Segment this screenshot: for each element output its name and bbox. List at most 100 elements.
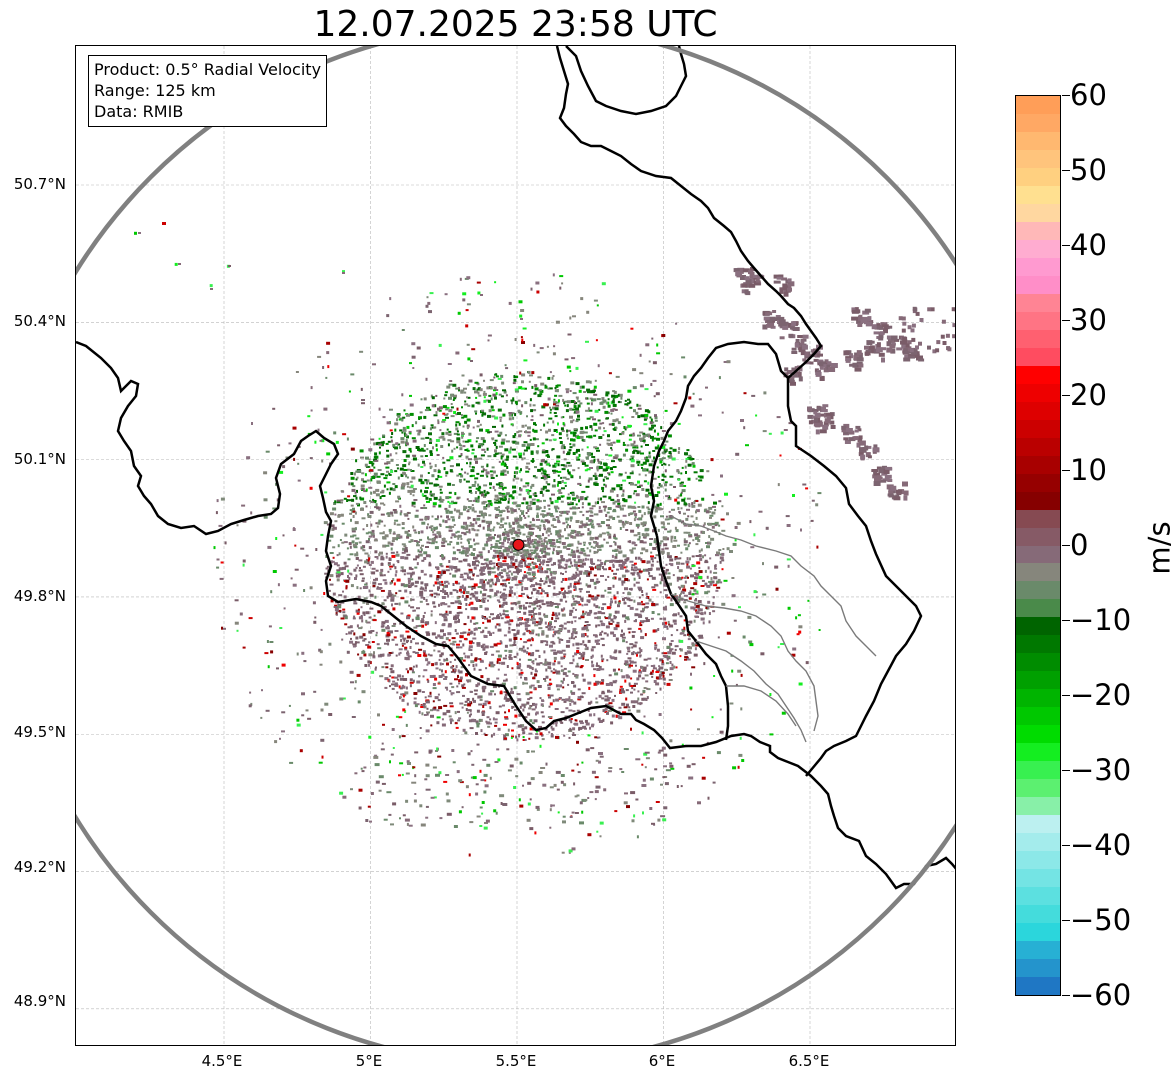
- echo-pixel: [478, 561, 480, 564]
- echo-pixel: [531, 629, 535, 633]
- echo-pixel: [645, 592, 648, 596]
- echo-pixel: [404, 656, 409, 660]
- echo-pixel: [544, 385, 548, 389]
- echo-pixel: [558, 565, 563, 569]
- echo-pixel: [572, 643, 575, 647]
- echo-pixel: [590, 648, 594, 652]
- echo-pixel: [652, 629, 656, 633]
- echo-pixel: [513, 378, 517, 382]
- echo-pixel: [675, 529, 679, 533]
- echo-pixel: [558, 650, 563, 654]
- echo-pixel: [361, 619, 364, 623]
- echo-pixel: [600, 575, 604, 577]
- echo-pixel: [523, 523, 527, 526]
- echo-pixel: [539, 393, 543, 396]
- echo-pixel: [570, 475, 574, 479]
- echo-pixel: [524, 682, 528, 685]
- echo-pixel: [349, 545, 352, 549]
- echo-pixel: [593, 581, 597, 585]
- echo-pixel: [613, 617, 617, 620]
- echo-pixel: [608, 411, 610, 414]
- echo-pixel: [605, 514, 608, 517]
- echo-pixel: [540, 703, 544, 707]
- echo-pixel: [557, 535, 561, 538]
- echo-pixel: [495, 373, 498, 376]
- echo-pixel: [508, 412, 513, 414]
- echo-pixel: [423, 714, 427, 716]
- echo-pixel: [494, 693, 496, 696]
- echo-pixel: [525, 501, 529, 505]
- echo-pixel: [587, 454, 590, 457]
- echo-pixel: [471, 631, 474, 635]
- echo-pixel: [437, 470, 441, 474]
- echo-pixel: [605, 391, 610, 395]
- echo-pixel: [372, 654, 375, 658]
- echo-pixel: [673, 665, 676, 669]
- echo-pixel: [350, 518, 352, 522]
- echo-pixel: [577, 400, 581, 403]
- echo-pixel: [384, 581, 388, 585]
- echo-pixel: [695, 555, 700, 557]
- echo-pixel: [544, 680, 547, 682]
- echo-pixel: [445, 431, 449, 435]
- echo-pixel: [642, 461, 647, 465]
- echo-pixel: [404, 647, 408, 651]
- echo-pixel: [591, 519, 594, 523]
- echo-pixel: [375, 577, 378, 581]
- echo-pixel: [421, 544, 424, 547]
- echo-pixel: [405, 474, 408, 478]
- echo-pixel: [423, 589, 427, 592]
- echo-pixel: [408, 540, 412, 543]
- echo-pixel: [476, 564, 479, 567]
- echo-pixel: [499, 591, 502, 594]
- echo-pixel: [564, 400, 568, 403]
- echo-pixel: [401, 698, 405, 702]
- echo-pixel: [603, 508, 606, 512]
- echo-pixel: [531, 498, 536, 501]
- echo-pixel: [539, 606, 542, 609]
- echo-pixel: [545, 430, 549, 434]
- echo-pixel: [393, 511, 397, 514]
- echo-pixel: [551, 493, 555, 496]
- echo-pixel: [674, 593, 677, 595]
- echo-pixel: [672, 574, 675, 577]
- echo-pixel: [507, 630, 511, 634]
- echo-pixel: [501, 494, 506, 498]
- echo-pixel: [558, 640, 561, 644]
- echo-pixel: [575, 675, 579, 679]
- echo-pixel: [601, 397, 605, 401]
- echo-pixel: [389, 487, 393, 491]
- echo-pixel: [521, 404, 524, 408]
- echo-pixel: [611, 422, 615, 426]
- echo-pixel: [410, 574, 413, 578]
- echo-pixel: [580, 616, 585, 619]
- echo-pixel: [374, 595, 377, 599]
- echo-pixel: [451, 484, 455, 486]
- echo-pixel: [394, 422, 399, 426]
- echo-pixel: [399, 504, 402, 508]
- echo-pixel: [361, 579, 365, 582]
- radar-map[interactable]: [75, 45, 956, 1046]
- echo-pixel: [624, 471, 627, 474]
- echo-pixel: [504, 462, 507, 466]
- echo-pixel: [364, 583, 368, 586]
- echo-pixel: [431, 515, 434, 518]
- echo-pixel: [449, 661, 452, 664]
- echo-pixel: [393, 676, 398, 679]
- echo-pixel: [662, 522, 665, 526]
- echo-pixel: [537, 389, 542, 392]
- echo-pixel: [613, 537, 617, 539]
- echo-pixel: [525, 482, 530, 485]
- echo-pixel: [639, 654, 642, 657]
- echo-pixel: [524, 516, 527, 519]
- echo-pixel: [400, 510, 403, 514]
- echo-pixel: [399, 651, 402, 654]
- echo-pixel: [352, 645, 356, 648]
- echo-pixel: [599, 559, 602, 562]
- echo-pixel: [434, 546, 439, 550]
- echo-pixel: [332, 546, 336, 549]
- echo-pixel: [695, 604, 700, 608]
- echo-pixel: [365, 619, 368, 623]
- echo-pixel: [385, 555, 388, 559]
- echo-pixel: [455, 614, 459, 617]
